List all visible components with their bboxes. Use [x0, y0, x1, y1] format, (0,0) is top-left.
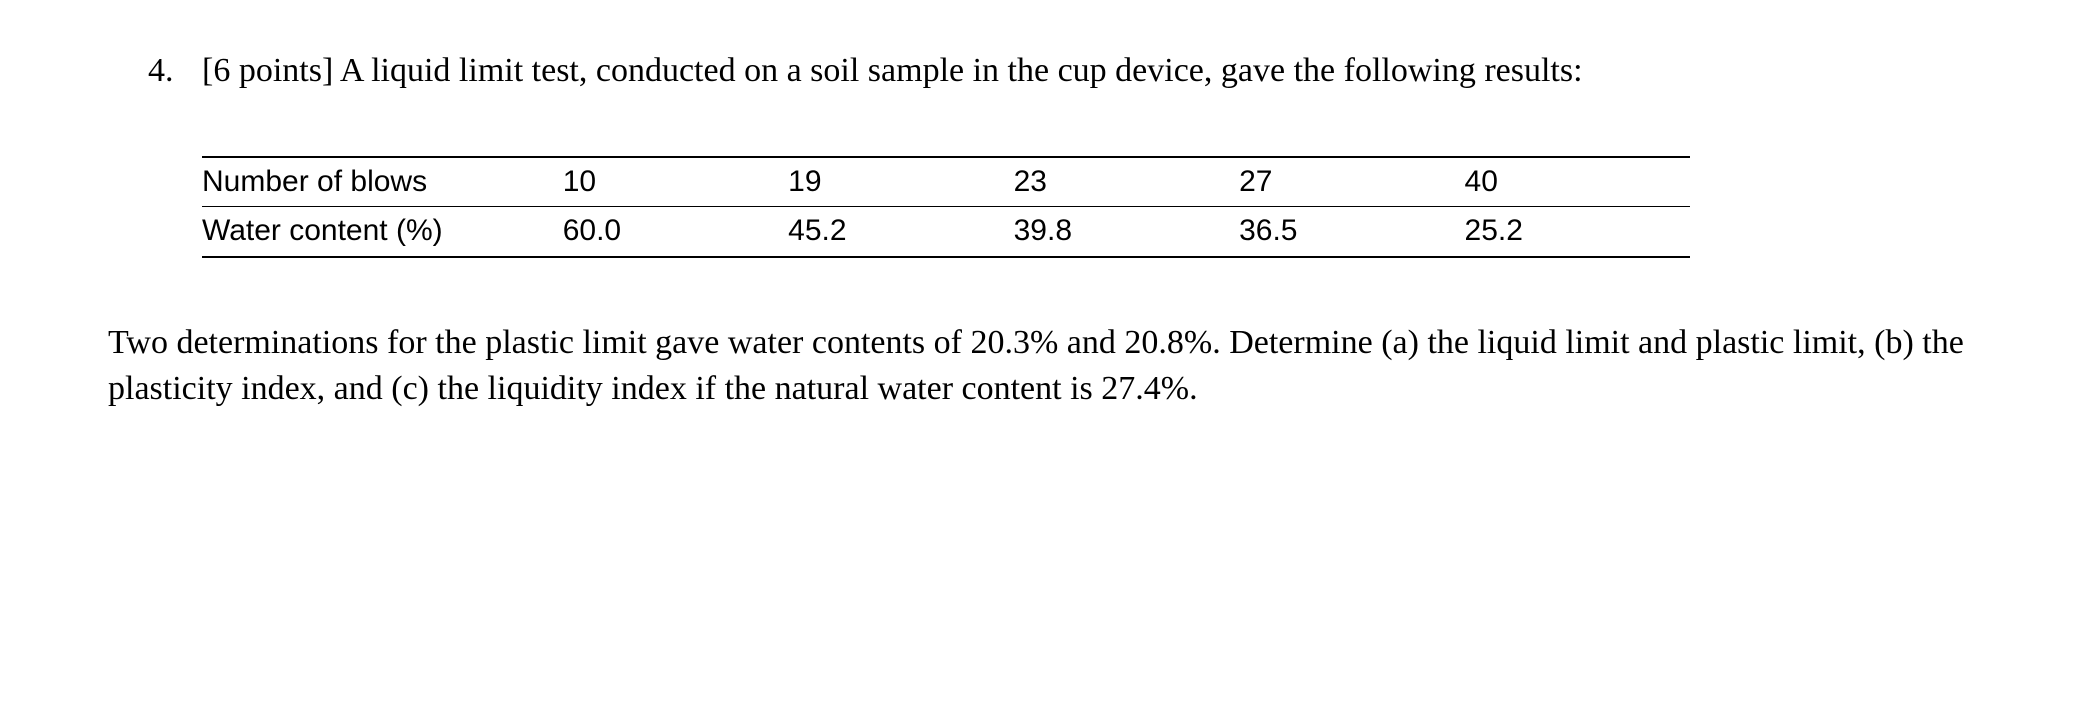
prompt-text: A liquid limit test, conducted on a soil… [340, 52, 1583, 89]
cell: 23 [1014, 157, 1239, 207]
cell: 36.5 [1239, 207, 1464, 257]
cell: 25.2 [1465, 207, 1690, 257]
cell: 45.2 [788, 207, 1013, 257]
question-block: 4. [6 points] A liquid limit test, condu… [148, 48, 1973, 94]
question-number: 4. [148, 48, 202, 94]
data-table: Number of blows 10 19 23 27 40 Water con… [202, 156, 1690, 258]
data-table-wrap: Number of blows 10 19 23 27 40 Water con… [202, 156, 1973, 258]
cell: 19 [788, 157, 1013, 207]
followup-paragraph: Two determinations for the plastic limit… [108, 320, 1973, 412]
table-row: Number of blows 10 19 23 27 40 [202, 157, 1690, 207]
cell: 60.0 [563, 207, 788, 257]
cell: 10 [563, 157, 788, 207]
page: 4. [6 points] A liquid limit test, condu… [0, 0, 2081, 701]
row-label: Water content (%) [202, 207, 563, 257]
points-tag: [6 points] [202, 52, 340, 89]
row-label: Number of blows [202, 157, 563, 207]
cell: 39.8 [1014, 207, 1239, 257]
table-row: Water content (%) 60.0 45.2 39.8 36.5 25… [202, 207, 1690, 257]
cell: 40 [1465, 157, 1690, 207]
cell: 27 [1239, 157, 1464, 207]
question-text: [6 points] A liquid limit test, conducte… [202, 48, 1973, 94]
